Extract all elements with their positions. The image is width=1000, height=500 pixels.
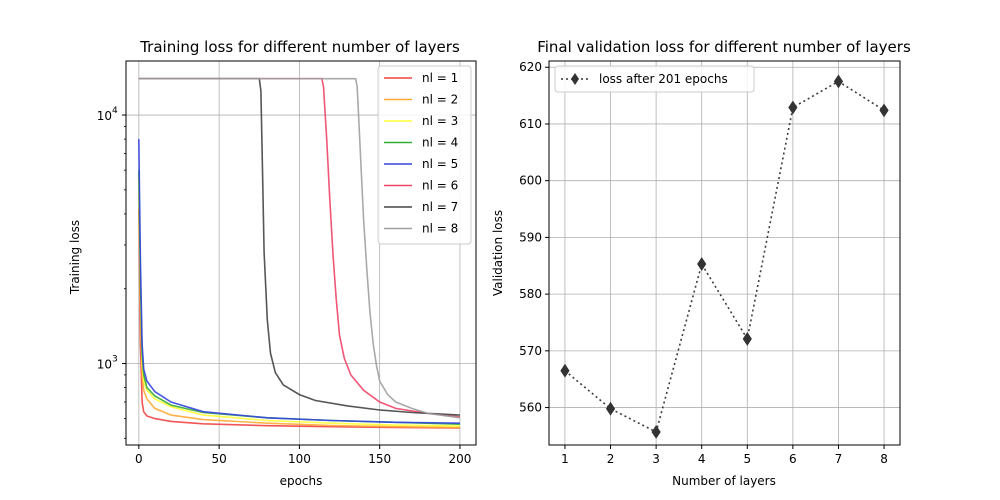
validation-x-tick-label: 3 [652, 452, 660, 466]
training-legend-label: nl = 2 [422, 93, 458, 107]
validation-point-marker [697, 257, 707, 271]
validation-series-line [564, 80, 885, 434]
training-legend-label: nl = 4 [422, 136, 458, 150]
training-loss-ylabel: Training loss [68, 220, 82, 295]
validation-x-tick-label: 8 [880, 452, 888, 466]
training-legend-label: nl = 6 [422, 179, 458, 193]
validation-point-marker [605, 401, 616, 416]
validation-y-tick-label: 600 [519, 174, 542, 188]
training-legend-label: nl = 3 [422, 114, 458, 128]
validation-y-tick-label: 590 [519, 230, 542, 244]
training-loss-legend: nl = 1 nl = 2 nl = 3 nl = 4 nl = 5 nl = 6 nl =… [377, 65, 472, 245]
validation-point-marker [742, 332, 752, 346]
validation-y-tick-label: 570 [519, 344, 542, 358]
training-loss-title: Training loss for different number of la… [139, 38, 460, 56]
training-loss-xlabel: epochs [280, 474, 323, 488]
validation-point-marker [879, 103, 889, 118]
validation-point-marker [833, 74, 844, 89]
training-loss-chart: Training loss for different number of la… [68, 38, 477, 488]
validation-x-tick-label: 5 [743, 452, 751, 466]
training-series-line-8 [138, 77, 461, 419]
validation-loss-chart: Final validation loss for different numb… [491, 38, 911, 488]
training-y-tick-exponent: 4 [112, 106, 118, 116]
training-series-line-6 [138, 77, 460, 418]
validation-point-marker [651, 425, 661, 439]
validation-legend-label: loss after 201 epochs [599, 72, 728, 86]
validation-x-tick-label: 2 [607, 452, 615, 466]
training-series-line-7 [138, 77, 460, 416]
training-y-tick-label: 10 [97, 109, 112, 123]
validation-x-tick-label: 7 [835, 452, 843, 466]
validation-x-tick-label: 1 [561, 452, 569, 466]
validation-legend-swatch-marker [571, 73, 579, 85]
validation-loss-plot-area [548, 60, 901, 446]
validation-loss-legend: loss after 201 epochs [554, 65, 755, 93]
training-series-line-1 [138, 208, 460, 429]
training-legend-label: nl = 8 [422, 222, 458, 236]
training-legend-label: nl = 7 [422, 200, 458, 214]
training-legend-label: nl = 1 [422, 71, 458, 85]
training-x-tick-label: 200 [448, 452, 471, 466]
validation-point-marker [560, 363, 570, 378]
training-x-tick-label: 100 [288, 452, 311, 466]
validation-loss-title: Final validation loss for different numb… [537, 38, 911, 56]
validation-y-tick-label: 580 [519, 287, 542, 301]
training-legend-box [377, 65, 472, 245]
validation-legend-box [554, 65, 755, 93]
validation-loss-ylabel: Validation loss [491, 210, 505, 296]
training-loss-plot-area [125, 60, 477, 446]
validation-x-tick-label: 6 [789, 452, 797, 466]
training-series-line-5 [138, 139, 460, 424]
training-x-tick-label: 150 [368, 452, 391, 466]
training-y-tick-exponent: 3 [112, 355, 118, 365]
training-legend-label: nl = 5 [422, 157, 458, 171]
validation-y-tick-label: 620 [519, 60, 542, 74]
validation-y-tick-label: 610 [519, 117, 542, 131]
training-x-tick-label: 0 [135, 452, 143, 466]
training-y-tick-label: 10 [97, 358, 112, 372]
validation-x-tick-label: 4 [698, 452, 706, 466]
validation-loss-xlabel: Number of layers [672, 474, 776, 488]
training-x-tick-label: 50 [211, 452, 226, 466]
validation-point-marker [788, 100, 798, 115]
validation-y-tick-label: 560 [519, 401, 542, 415]
